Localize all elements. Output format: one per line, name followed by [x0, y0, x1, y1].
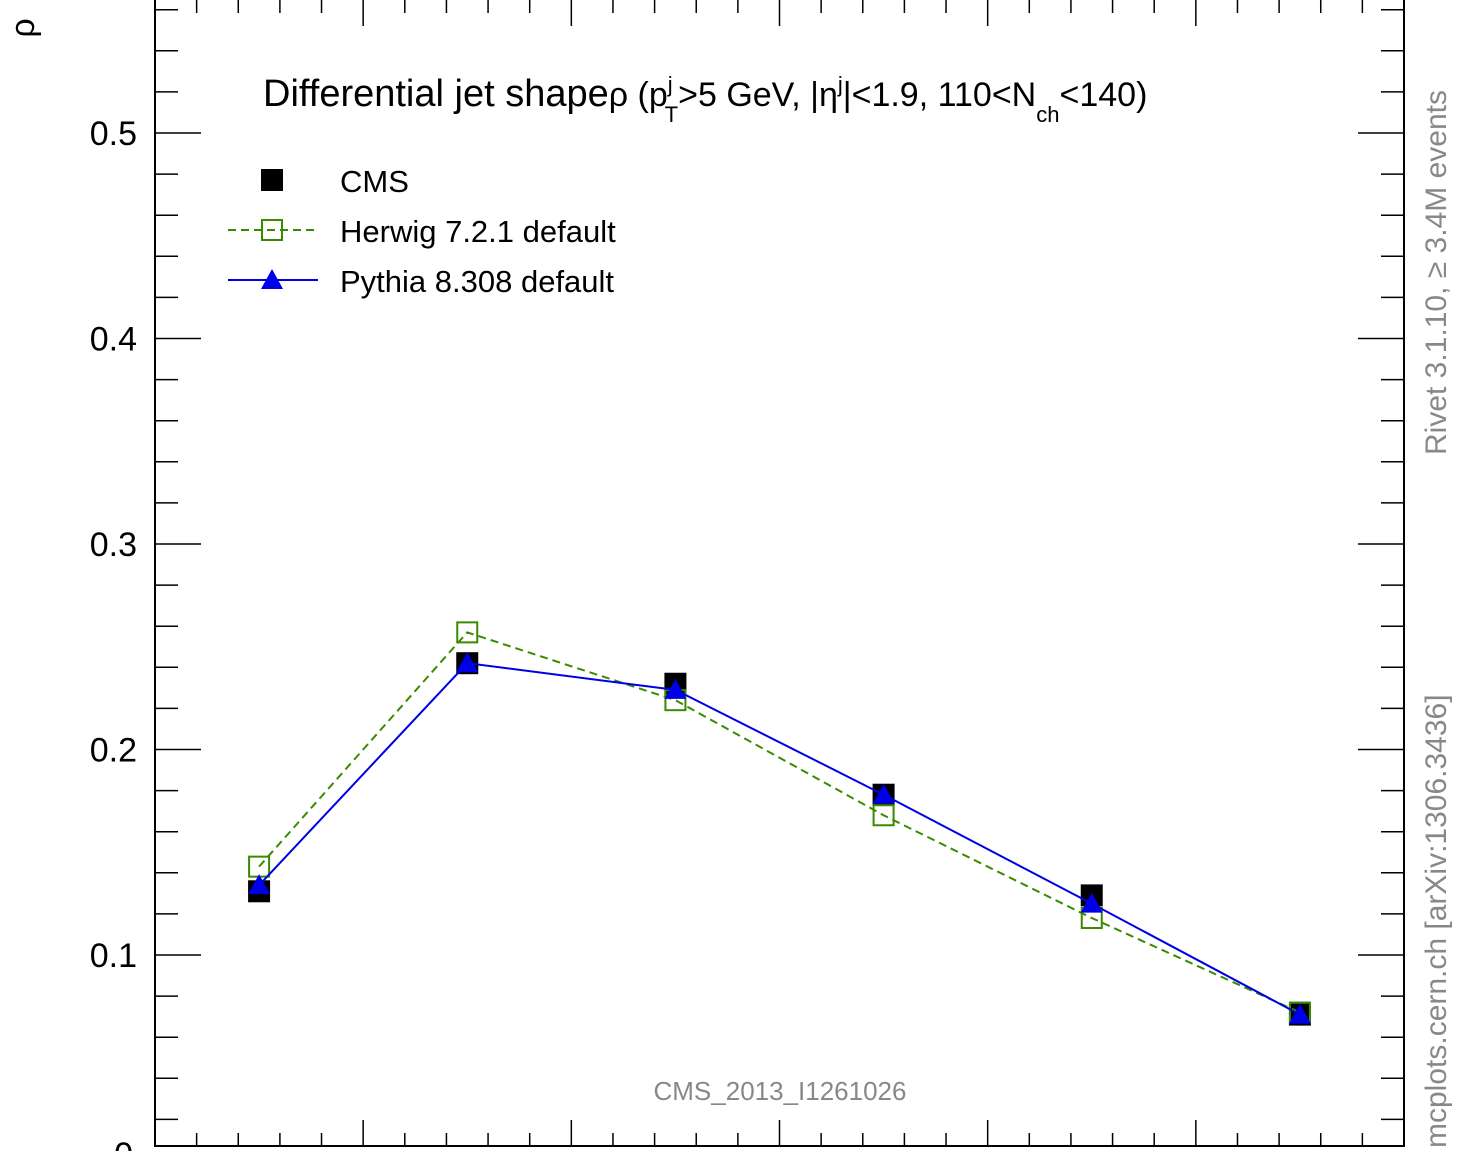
rivet-label: Rivet 3.1.10, ≥ 3.4M events	[1420, 90, 1453, 455]
data-point	[248, 855, 271, 878]
title-after-eta: |<1.9, 110<N	[843, 76, 1036, 114]
y-tick-label: 0.4	[90, 321, 137, 359]
legend-label: CMS	[340, 164, 409, 199]
series-line	[258, 631, 1301, 1014]
data-point	[248, 874, 271, 895]
y-axis-label: ρ	[4, 18, 42, 37]
series-0	[248, 652, 1311, 1026]
bottom-tick-label: 0	[114, 1136, 133, 1151]
series-layer	[248, 621, 1311, 1026]
title-tail: <140)	[1059, 76, 1147, 114]
y-tick-label: 0.2	[90, 732, 137, 770]
series-2	[248, 652, 1311, 1024]
legend-marker	[261, 219, 283, 241]
axis-ticks: 0.1 0.2 0.3 0.4 0.5	[90, 0, 1405, 1146]
data-point	[872, 783, 895, 804]
title-after-pt: >5 GeV, |η	[678, 76, 838, 114]
title-sup-j1: j	[667, 72, 673, 97]
legend-label: Pythia 8.308 default	[340, 264, 614, 299]
y-tick-label: 0.1	[90, 937, 137, 975]
title-main: Differential jet shape	[263, 73, 609, 115]
data-point	[872, 804, 895, 827]
data-point	[664, 678, 687, 699]
y-tick-label: 0.5	[90, 115, 137, 153]
title-sub-ch: ch	[1036, 102, 1059, 127]
y-tick-label: 0.3	[90, 526, 137, 564]
legend: CMS Herwig 7.2.1 default Pythia 8.308 defa…	[228, 164, 616, 299]
legend-marker	[261, 169, 283, 191]
title-sub-T: T	[665, 102, 678, 127]
legend-label: Herwig 7.2.1 default	[340, 214, 616, 249]
analysis-label: CMS_2013_I1261026	[654, 1076, 907, 1106]
data-point	[456, 621, 479, 644]
mcplots-label: mcplots.cern.ch [arXiv:1306.3436]	[1420, 694, 1453, 1148]
series-1	[248, 621, 1311, 1024]
chart-title: Differential jet shapeρ (pj T>5 GeV, |ηj|…	[263, 72, 1147, 127]
legend-marker	[261, 269, 283, 289]
data-point	[456, 652, 479, 673]
series-line	[258, 662, 1301, 1016]
data-point	[1080, 892, 1103, 913]
data-point	[1288, 1003, 1311, 1024]
title-rho: ρ (p	[609, 76, 668, 114]
title-sup-j2: j	[837, 72, 843, 97]
